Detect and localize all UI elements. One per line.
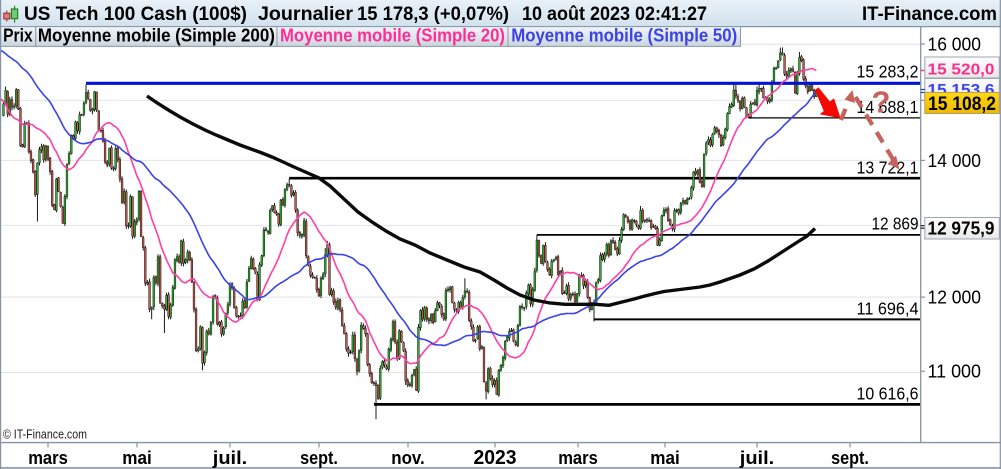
svg-text:Prix: Prix	[3, 26, 33, 46]
svg-text:14 000: 14 000	[928, 151, 982, 171]
svg-text:12 975,9: 12 975,9	[928, 219, 995, 239]
svg-text:mars: mars	[28, 447, 68, 468]
svg-text:16 000: 16 000	[928, 35, 982, 55]
svg-text:sept.: sept.	[831, 447, 869, 468]
svg-text:12 869: 12 869	[872, 214, 919, 234]
svg-text:15 283,2: 15 283,2	[857, 62, 919, 82]
svg-text:juil.: juil.	[212, 447, 248, 468]
svg-text:15 108,2: 15 108,2	[928, 94, 996, 115]
svg-text:11 000: 11 000	[928, 362, 982, 382]
svg-text:?: ?	[872, 85, 891, 120]
svg-text:10 616,6: 10 616,6	[857, 384, 919, 404]
svg-text:mars: mars	[558, 447, 598, 468]
svg-text:14 688,1: 14 688,1	[857, 97, 919, 117]
svg-text:Journalier: Journalier	[258, 4, 354, 25]
svg-text:10 août 2023 02:41:27: 10 août 2023 02:41:27	[522, 4, 707, 25]
svg-text:© IT-Finance.com: © IT-Finance.com	[3, 428, 87, 442]
svg-text:13 722,1: 13 722,1	[857, 158, 919, 178]
svg-text:IT-Finance.com: IT-Finance.com	[862, 4, 997, 25]
svg-text:15 520,0: 15 520,0	[928, 62, 995, 79]
svg-text:Moyenne mobile (Simple 20): Moyenne mobile (Simple 20)	[280, 26, 505, 46]
svg-text:mai: mai	[122, 447, 152, 468]
svg-text:11 696,4: 11 696,4	[857, 299, 919, 319]
svg-text:mai: mai	[650, 447, 680, 468]
svg-text:15 178,3 (+0,07%): 15 178,3 (+0,07%)	[357, 4, 509, 25]
svg-text:Moyenne mobile (Simple 200): Moyenne mobile (Simple 200)	[38, 26, 275, 46]
svg-text:Moyenne mobile (Simple 50): Moyenne mobile (Simple 50)	[511, 26, 737, 46]
svg-text:juil.: juil.	[739, 447, 775, 468]
svg-text:2023: 2023	[473, 447, 516, 469]
svg-text:US Tech 100 Cash (100$): US Tech 100 Cash (100$)	[24, 4, 247, 25]
svg-text:12 000: 12 000	[928, 288, 982, 308]
svg-text:nov.: nov.	[391, 447, 425, 468]
svg-text:sept.: sept.	[300, 447, 338, 468]
